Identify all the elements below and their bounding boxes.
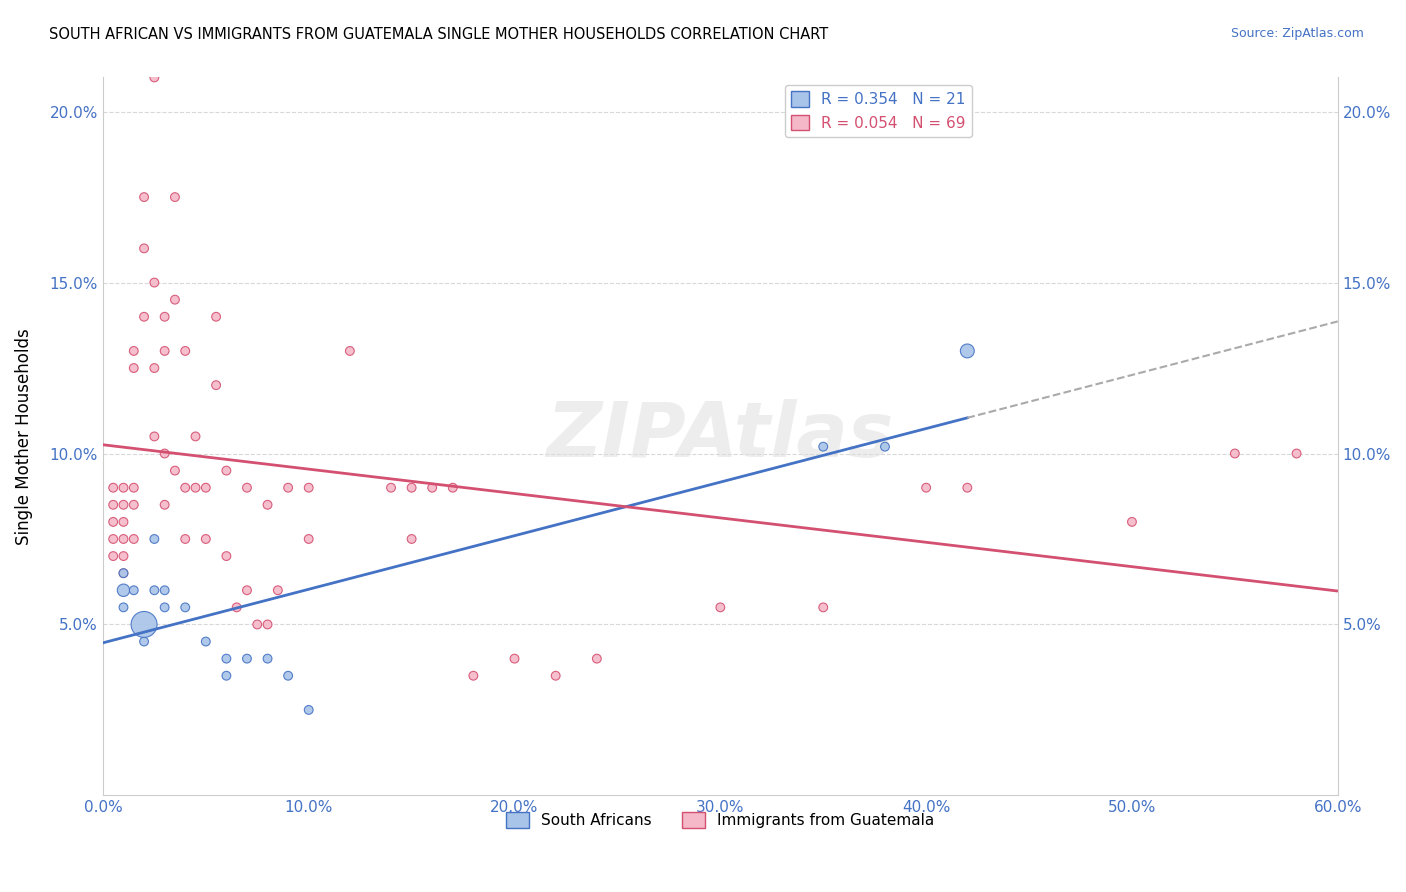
Point (956, 481, 979, 495)
Point (153, 583, 176, 598)
Point (143, 532, 166, 546)
Point (103, 532, 125, 546)
Point (1121, 515, 1143, 529)
Point (132, 190, 155, 204)
Point (112, 481, 135, 495)
Point (122, 498, 145, 512)
Point (103, 481, 125, 495)
Point (420, 481, 443, 495)
Point (153, 446, 176, 460)
Point (153, 498, 176, 512)
Point (122, 532, 145, 546)
Point (256, 651, 278, 665)
Point (112, 498, 135, 512)
Point (586, 651, 609, 665)
Point (380, 481, 402, 495)
Point (236, 481, 259, 495)
Text: ZIPAtlas: ZIPAtlas (547, 400, 894, 474)
Point (956, 343, 979, 358)
Point (298, 703, 321, 717)
Point (112, 600, 135, 615)
Point (103, 498, 125, 512)
Point (112, 549, 135, 563)
Y-axis label: Single Mother Households: Single Mother Households (15, 328, 32, 545)
Point (813, 600, 835, 615)
Text: SOUTH AFRICAN VS IMMIGRANTS FROM GUATEMALA SINGLE MOTHER HOUSEHOLDS CORRELATION : SOUTH AFRICAN VS IMMIGRANTS FROM GUATEMA… (49, 27, 828, 42)
Point (215, 669, 238, 683)
Point (184, 429, 207, 443)
Point (709, 600, 731, 615)
Point (122, 481, 145, 495)
Point (441, 481, 464, 495)
Point (143, 361, 166, 376)
Point (401, 481, 423, 495)
Point (112, 532, 135, 546)
Point (153, 343, 176, 358)
Point (112, 566, 135, 581)
Point (256, 617, 278, 632)
Point (277, 481, 299, 495)
Point (813, 440, 835, 454)
Point (153, 600, 176, 615)
Point (143, 429, 166, 443)
Point (401, 532, 423, 546)
Text: Source: ZipAtlas.com: Source: ZipAtlas.com (1230, 27, 1364, 40)
Point (112, 515, 135, 529)
Point (236, 583, 259, 598)
Point (463, 669, 485, 683)
Point (225, 600, 247, 615)
Point (132, 634, 155, 648)
Point (205, 378, 228, 392)
Point (122, 361, 145, 376)
Point (143, 70, 166, 85)
Point (246, 617, 269, 632)
Point (298, 532, 321, 546)
Point (1285, 446, 1308, 460)
Point (298, 481, 321, 495)
Point (205, 310, 228, 324)
Point (184, 481, 207, 495)
Point (915, 481, 938, 495)
Point (122, 343, 145, 358)
Point (236, 651, 259, 665)
Point (132, 310, 155, 324)
Point (143, 583, 166, 598)
Point (174, 600, 197, 615)
Point (143, 276, 166, 290)
Point (174, 481, 197, 495)
Point (1223, 446, 1246, 460)
Point (215, 464, 238, 478)
Point (267, 583, 290, 598)
Point (163, 293, 186, 307)
Point (163, 464, 186, 478)
Point (277, 669, 299, 683)
Point (215, 651, 238, 665)
Point (103, 549, 125, 563)
Point (544, 669, 567, 683)
Point (174, 343, 197, 358)
Point (215, 549, 238, 563)
Legend: South Africans, Immigrants from Guatemala: South Africans, Immigrants from Guatemal… (501, 806, 941, 834)
Point (153, 310, 176, 324)
Point (132, 617, 155, 632)
Point (132, 241, 155, 255)
Point (112, 566, 135, 581)
Point (503, 651, 526, 665)
Point (339, 343, 361, 358)
Point (174, 532, 197, 546)
Point (163, 190, 186, 204)
Point (194, 481, 217, 495)
Point (112, 583, 135, 598)
Point (873, 440, 896, 454)
Point (256, 498, 278, 512)
Point (194, 532, 217, 546)
Point (194, 634, 217, 648)
Point (122, 583, 145, 598)
Point (103, 515, 125, 529)
Point (143, 36, 166, 50)
